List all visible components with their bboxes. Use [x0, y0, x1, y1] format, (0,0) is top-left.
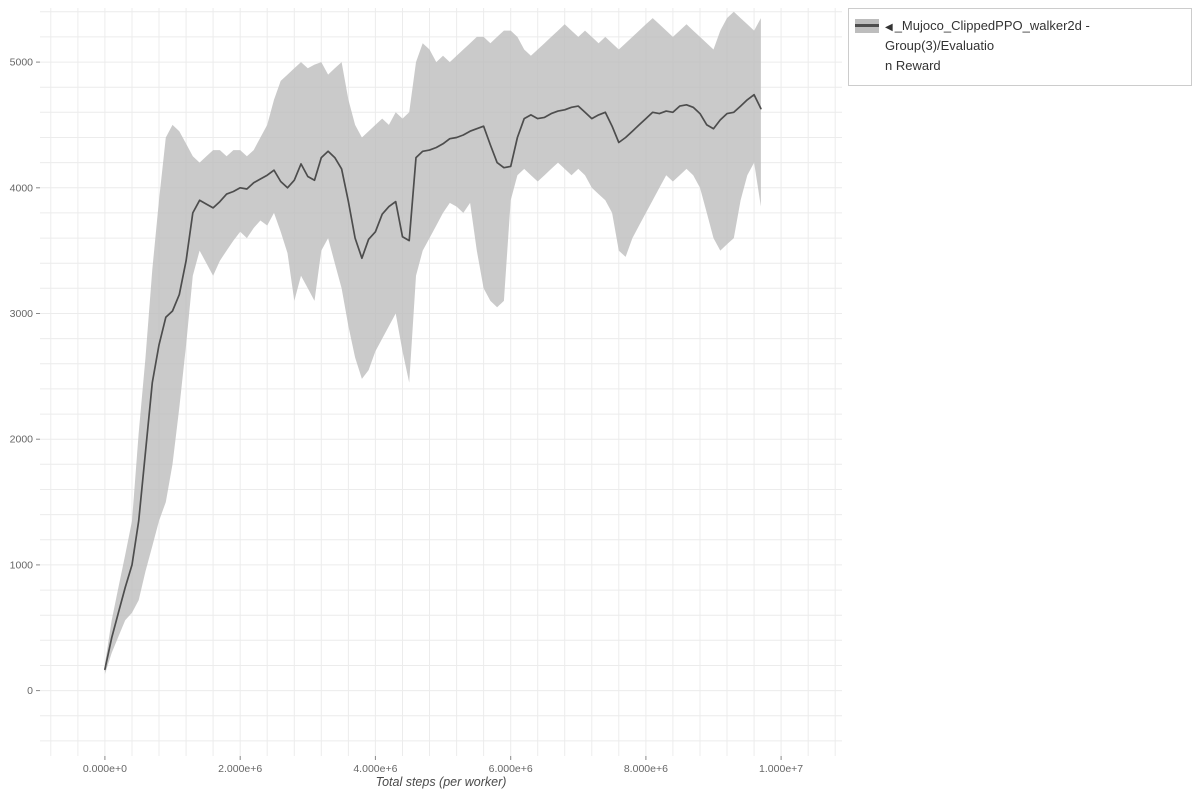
x-tick-label: 4.000e+6: [353, 763, 397, 775]
legend-label: ◀ _Mujoco_ClippedPPO_walker2d - Group(3)/…: [885, 16, 1181, 76]
legend-swatch-band-line: [855, 19, 879, 33]
x-tick-label: 6.000e+6: [489, 763, 533, 775]
x-tick-label: 2.000e+6: [218, 763, 262, 775]
collapse-left-icon: ◀: [885, 22, 893, 33]
mean-line: [104, 93, 762, 671]
legend-label-line1: ◀ _Mujoco_ClippedPPO_walker2d - Group(3)/…: [885, 16, 1181, 56]
legend-item[interactable]: ◀ _Mujoco_ClippedPPO_walker2d - Group(3)/…: [855, 16, 1181, 76]
x-tick-label: 1.000e+7: [759, 763, 803, 775]
std-band: [104, 11, 761, 675]
legend-swatch-line: [855, 24, 879, 27]
y-tick-label: 5000: [10, 57, 34, 69]
x-axis-title: Total steps (per worker): [375, 775, 507, 789]
y-tick-label: 4000: [10, 182, 34, 194]
legend: ◀ _Mujoco_ClippedPPO_walker2d - Group(3)/…: [848, 8, 1192, 87]
y-tick-label: 3000: [10, 308, 34, 320]
y-tick-label: 1000: [10, 559, 34, 571]
x-tick-label: 8.000e+6: [624, 763, 668, 775]
legend-label-line2: n Reward: [885, 58, 941, 74]
x-tick-label: 0.000e+0: [83, 763, 127, 775]
legend-series-name-part1: _Mujoco_ClippedPPO_walker2d - Group(3)/E…: [885, 18, 1090, 54]
y-tick-label: 0: [27, 685, 33, 697]
y-tick-label: 2000: [10, 434, 34, 446]
